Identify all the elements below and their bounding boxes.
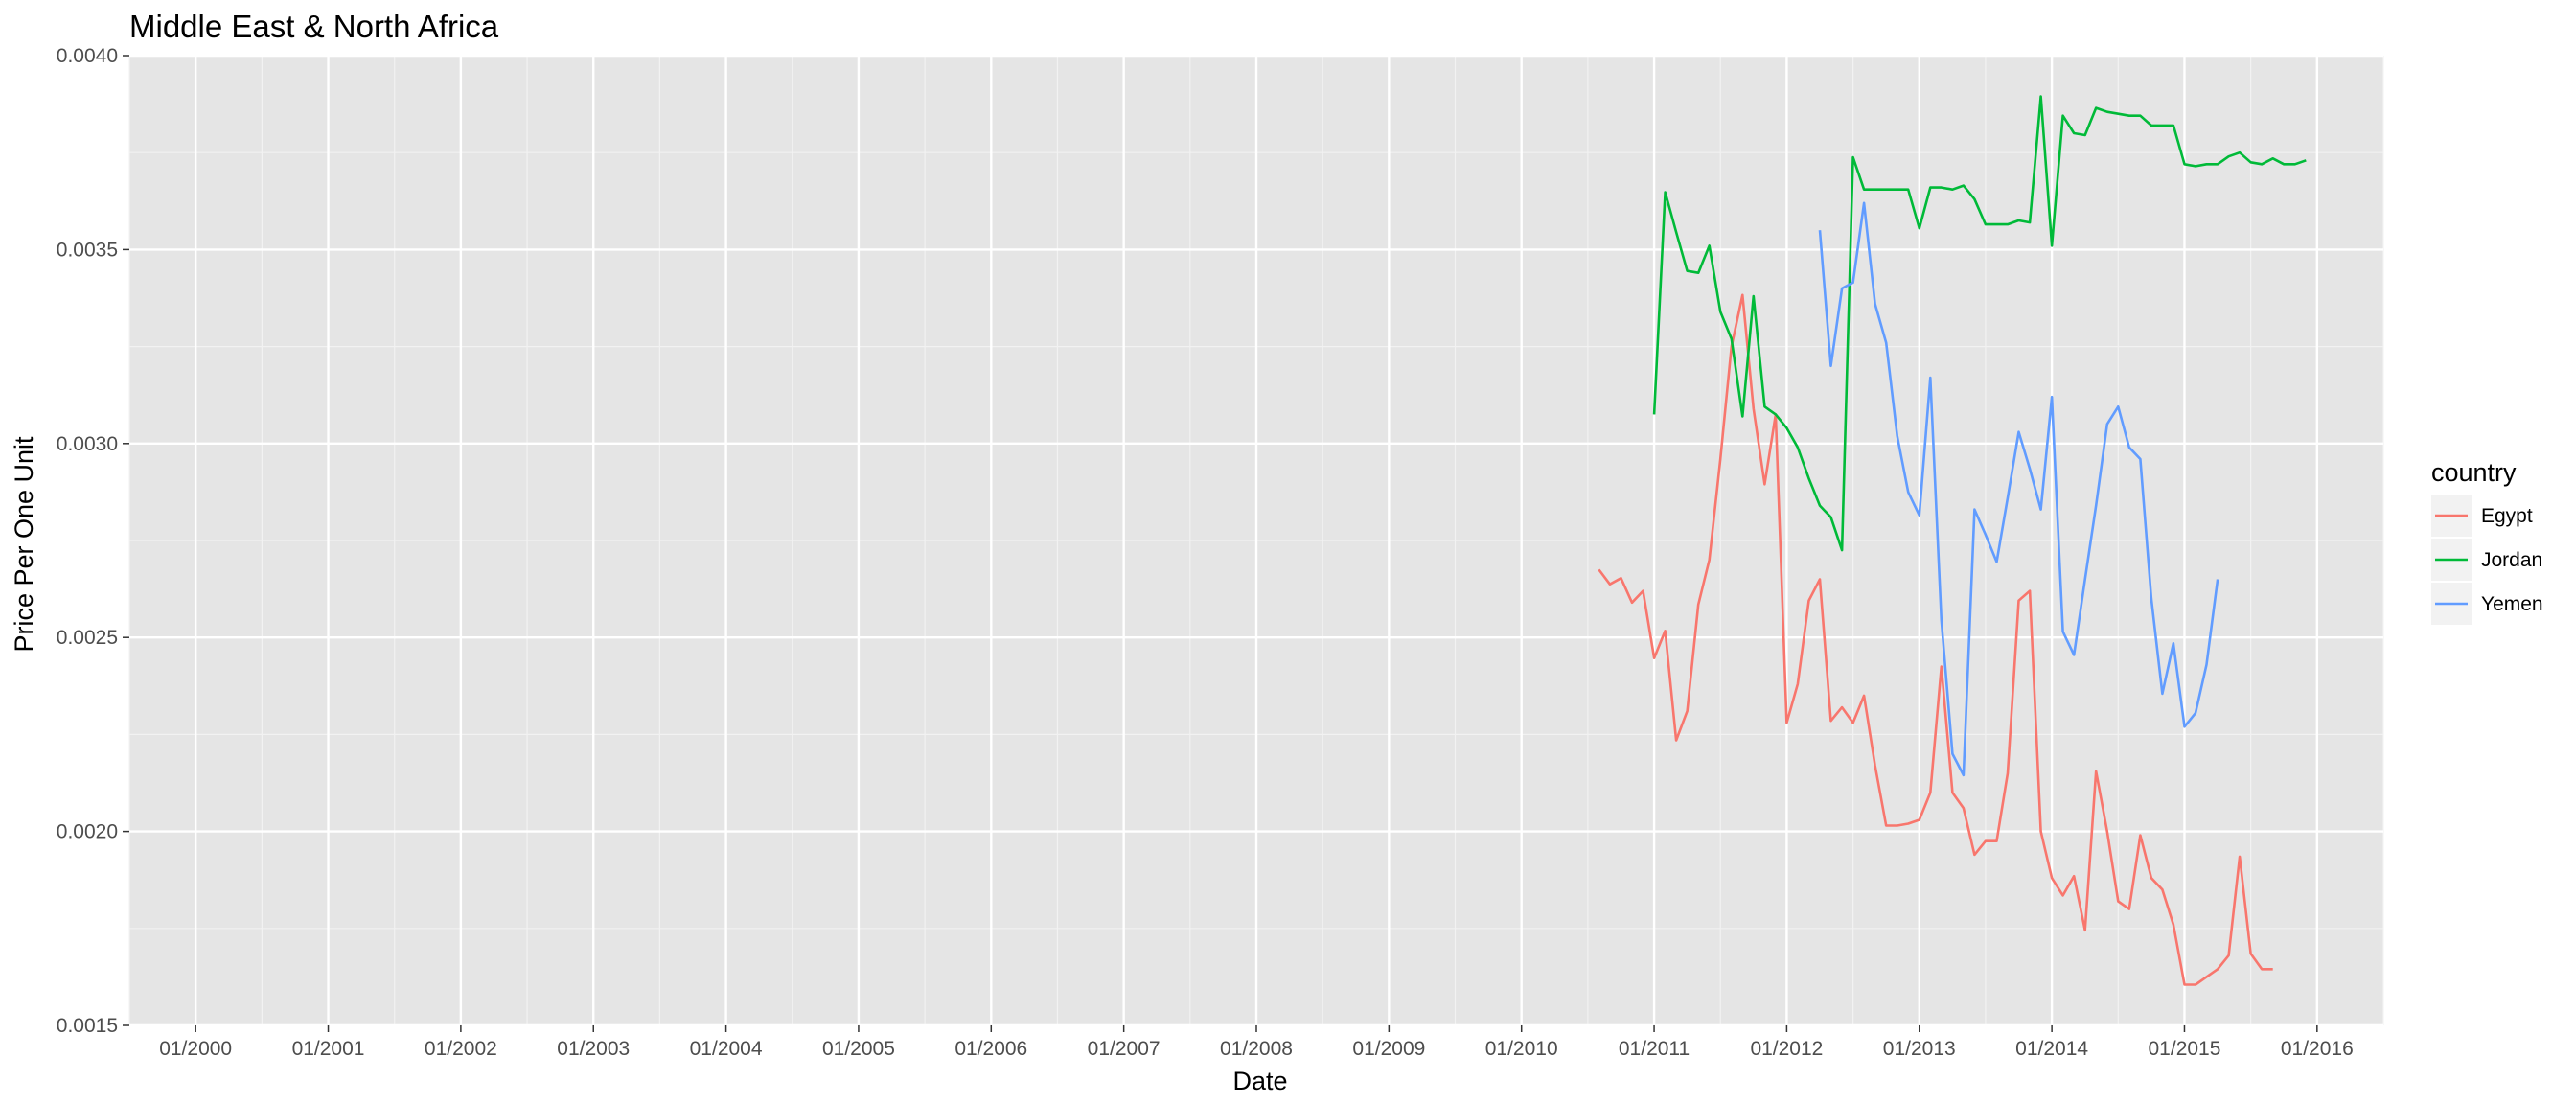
x-axis: 01/2000 01/2001 01/2002 01/2003 01/2004 01/20…: [159, 1025, 2354, 1060]
x-tick-label: 01/2002: [425, 1038, 497, 1060]
y-tick-label: 0.0025: [57, 627, 118, 649]
y-tick-label: 0.0040: [57, 45, 118, 67]
legend-item-jordan: Jordan: [2431, 539, 2542, 581]
x-tick-label: 01/2001: [292, 1038, 365, 1060]
legend-label: Yemen: [2481, 593, 2543, 615]
x-tick-label: 01/2012: [1750, 1038, 1823, 1060]
x-tick-label: 01/2003: [557, 1038, 630, 1060]
series-line-egypt: [1598, 293, 2273, 986]
legend-item-egypt: Egypt: [2431, 494, 2533, 537]
x-tick-label: 01/2014: [2015, 1038, 2088, 1060]
x-tick-label: 01/2005: [822, 1038, 895, 1060]
legend-items: Egypt Jordan Yemen: [2431, 494, 2543, 625]
legend-title: country: [2431, 458, 2517, 487]
x-tick-label: 01/2006: [954, 1038, 1027, 1060]
x-tick-label: 01/2010: [1485, 1038, 1558, 1060]
x-tick-label: 01/2000: [159, 1038, 232, 1060]
x-tick-label: 01/2007: [1088, 1038, 1161, 1060]
x-tick-label: 01/2011: [1619, 1038, 1690, 1060]
x-tick-label: 01/2008: [1220, 1038, 1293, 1060]
x-tick-label: 01/2016: [2281, 1038, 2354, 1060]
legend-label: Egypt: [2481, 505, 2533, 527]
series-line-jordan: [1652, 95, 2307, 552]
plot-panel: [128, 54, 2384, 1027]
legend-item-yemen: Yemen: [2431, 583, 2543, 625]
x-tick-label: 01/2004: [690, 1038, 763, 1060]
x-axis-title: Date: [1232, 1067, 1287, 1095]
x-tick-label: 01/2013: [1883, 1038, 1956, 1060]
x-tick-label: 01/2009: [1352, 1038, 1425, 1060]
series-line-yemen: [1818, 201, 2220, 777]
x-tick-label: 01/2015: [2149, 1038, 2221, 1060]
y-tick-label: 0.0030: [57, 433, 118, 455]
y-tick-label: 0.0020: [57, 821, 118, 843]
legend: country Egypt Jordan Yemen: [2431, 458, 2543, 625]
legend-label: Jordan: [2481, 549, 2542, 571]
y-tick-label: 0.0015: [57, 1015, 118, 1037]
y-axis: 0.0015 0.0020 0.0025 0.0030 0.0035 0.0040: [57, 45, 129, 1037]
y-axis-title: Price Per One Unit: [10, 436, 38, 653]
chart-title: Middle East & North Africa: [129, 9, 499, 44]
y-tick-label: 0.0035: [57, 239, 118, 261]
